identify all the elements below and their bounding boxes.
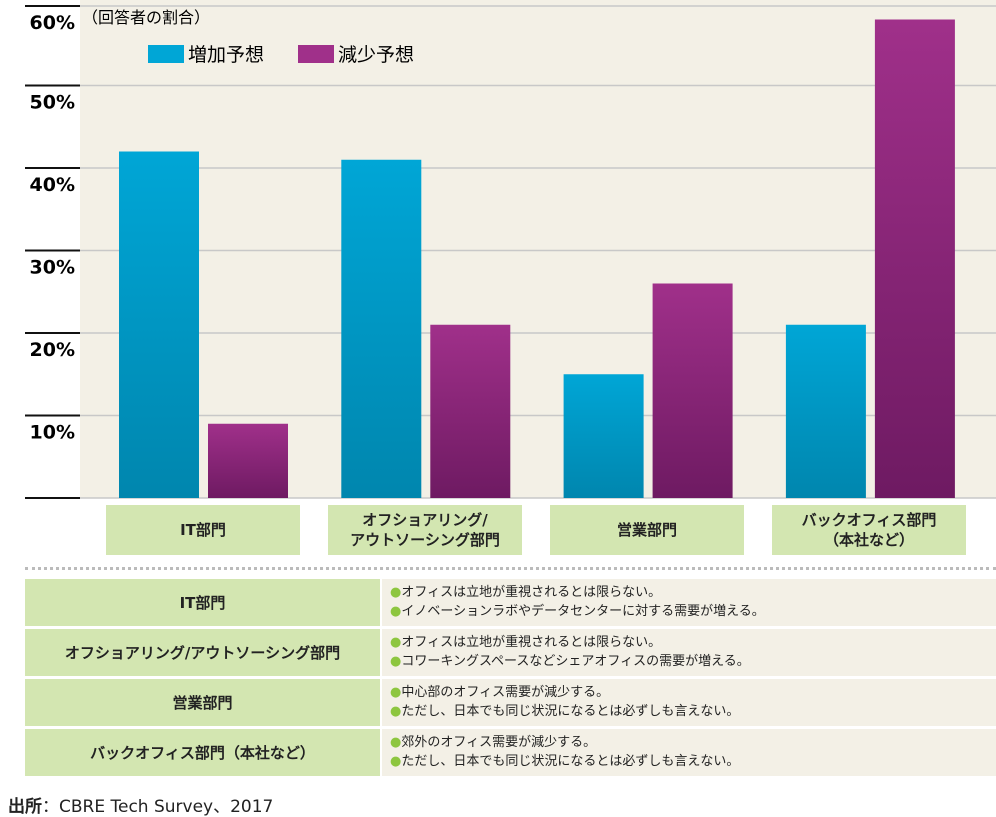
y-tick-label: 0% (43, 504, 75, 505)
category-label: IT部門 (106, 505, 300, 555)
bar (341, 159, 422, 498)
bullet-icon: ● (390, 585, 402, 600)
legend-label: 増加予想 (188, 44, 264, 66)
row-notes: ●郊外のオフィス需要が減少する。 ●ただし、日本でも同じ状況になるとは必ずしも言え… (380, 729, 996, 776)
legend-label: 減少予想 (338, 44, 414, 66)
legend-swatch (298, 45, 334, 63)
category-label: 営業部門 (550, 505, 744, 555)
note: ●郊外のオフィス需要が減少する。 (390, 735, 597, 750)
bar (785, 324, 866, 498)
bar-chart: 0% 10% 20% 30% 40% 50% 60% （回答者の割合） 増加予想 減少予想 (25, 0, 996, 505)
bullet-icon: ● (390, 654, 402, 669)
note: ●イノベーションラボやデータセンターに対する需要が増える。 (390, 604, 765, 619)
y-tick-label: 50% (30, 92, 75, 114)
bar (874, 19, 955, 498)
bullet-icon: ● (390, 604, 402, 619)
category-label: オフショアリング/ アウトソーシング部門 (328, 505, 522, 555)
y-tick-label: 40% (30, 174, 75, 196)
bullet-icon: ● (390, 704, 402, 719)
row-label: IT部門 (25, 579, 380, 626)
y-tick-label: 60% (30, 12, 75, 34)
bar (208, 423, 288, 498)
divider (25, 567, 996, 570)
note: ●ただし、日本でも同じ状況になるとは必ずしも言えない。 (390, 704, 740, 719)
source-note: 出所：CBRE Tech Survey、2017 (8, 797, 274, 817)
note: ●中心部のオフィス需要が減少する。 (390, 685, 610, 700)
category-label: バックオフィス部門 （本社など） (772, 505, 966, 555)
y-tick-label: 10% (30, 422, 75, 444)
table-row: オフショアリング/アウトソーシング部門 ●オフィスは立地が重視されるとは限らない。… (25, 629, 996, 676)
bullet-icon: ● (390, 754, 402, 769)
y-tick-label: 20% (30, 339, 75, 361)
legend-swatch (148, 45, 184, 63)
bullet-icon: ● (390, 685, 402, 700)
note: ●コワーキングスペースなどシェアオフィスの需要が増える。 (390, 654, 750, 669)
table-row: バックオフィス部門（本社など） ●郊外のオフィス需要が減少する。 ●ただし、日本でも… (25, 729, 996, 776)
y-tick-label: 30% (30, 257, 75, 279)
row-notes: ●オフィスは立地が重視されるとは限らない。 ●イノベーションラボやデータセンターに… (380, 579, 996, 626)
bullet-icon: ● (390, 735, 402, 750)
note: ●ただし、日本でも同じ状況になるとは必ずしも言えない。 (390, 754, 740, 769)
bar (652, 283, 733, 498)
row-notes: ●オフィスは立地が重視されるとは限らない。 ●コワーキングスペースなどシェアオフィ… (380, 629, 996, 676)
row-label: オフショアリング/アウトソーシング部門 (25, 629, 380, 676)
note: ●オフィスは立地が重視されるとは限らない。 (390, 635, 662, 650)
bullet-icon: ● (390, 635, 402, 650)
y-axis-label: （回答者の割合） (82, 8, 210, 27)
bar (430, 324, 511, 498)
bar (563, 374, 644, 498)
bar (119, 151, 199, 498)
row-notes: ●中心部のオフィス需要が減少する。 ●ただし、日本でも同じ状況になるとは必ずしも言… (380, 679, 996, 726)
row-label: 営業部門 (25, 679, 380, 726)
table-row: IT部門 ●オフィスは立地が重視されるとは限らない。 ●イノベーションラボやデータセ… (25, 579, 996, 626)
table-row: 営業部門 ●中心部のオフィス需要が減少する。 ●ただし、日本でも同じ状況になるとは必… (25, 679, 996, 726)
row-label: バックオフィス部門（本社など） (25, 729, 380, 776)
note: ●オフィスは立地が重視されるとは限らない。 (390, 585, 662, 600)
